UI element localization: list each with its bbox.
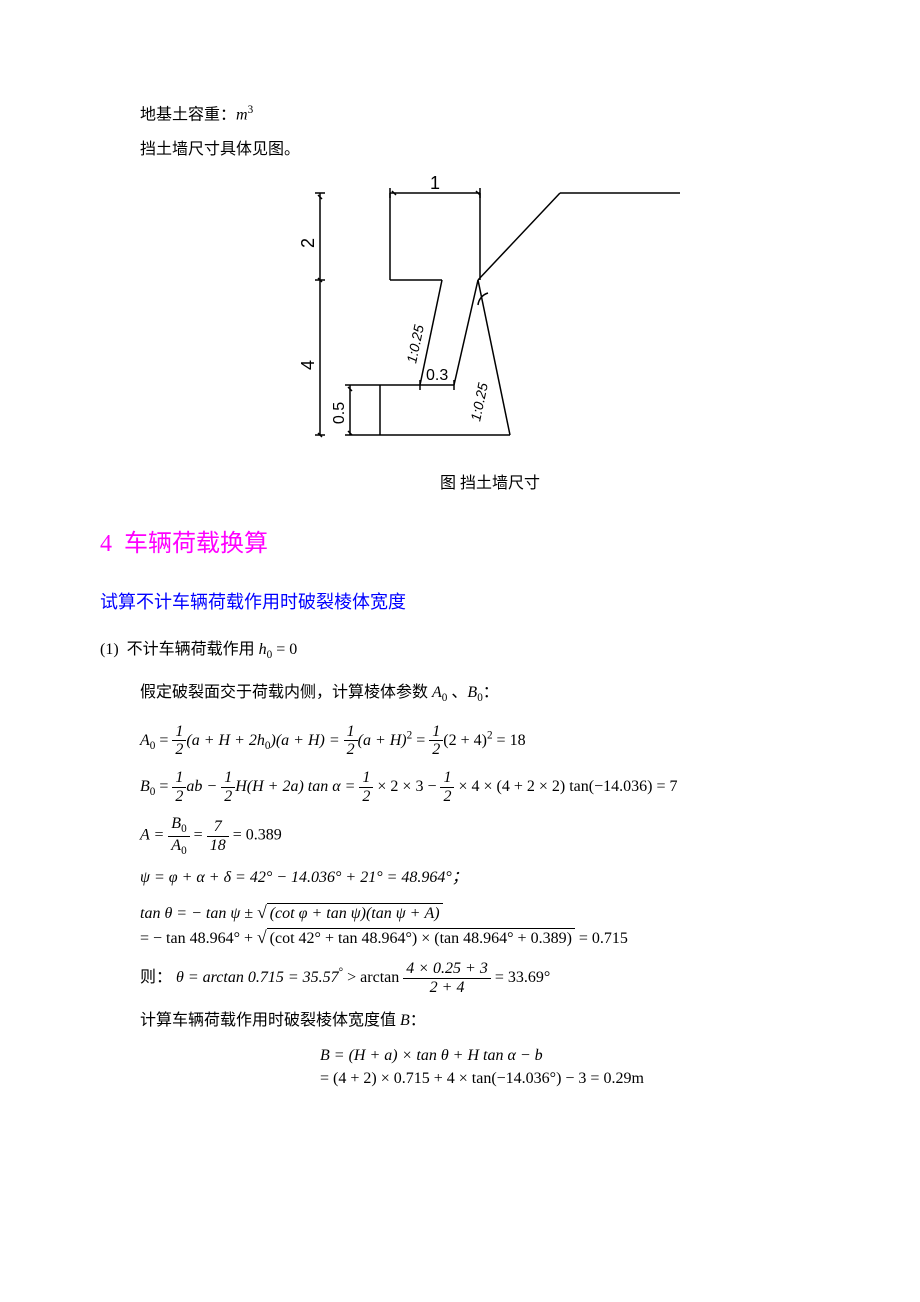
- intro-2-text: 挡土墙尺寸具体见图。: [140, 141, 300, 158]
- eq-tan-theta: tan θ = − tan ψ ± √(cot φ + tan ψ)(tan ψ…: [140, 900, 820, 951]
- assume-sep: 、: [447, 684, 467, 701]
- theta-cmp: > arctan: [343, 969, 403, 986]
- B0-p2: H(H + 2a) tan α =: [235, 778, 359, 795]
- B0-f2d: 2: [221, 788, 235, 806]
- A0-f2n: 1: [344, 723, 358, 742]
- eq-psi: ψ = φ + α + δ = 42° − 14.036° + 21° = 48…: [140, 867, 820, 889]
- B0-f3n: 1: [359, 769, 373, 788]
- A0-m5: (2 + 4): [443, 732, 487, 749]
- eqB-l2: = (4 + 2) × 0.715 + 4 × tan(−14.036°) − …: [320, 1068, 820, 1090]
- B0-f2n: 1: [221, 769, 235, 788]
- eq-B: B = (H + a) × tan θ + H tan α − b = (4 +…: [320, 1045, 820, 1090]
- item-1-num: (1): [100, 641, 119, 658]
- A-f1n: B: [171, 815, 181, 832]
- tan-l1-sqrt: (cot φ + tan ψ)(tan ψ + A): [267, 903, 443, 922]
- B0-f4d: 2: [440, 788, 454, 806]
- h0-sym: h: [259, 641, 267, 658]
- B0-p3: × 2 × 3 −: [373, 778, 440, 795]
- eq-theta: 则： θ = arctan 0.715 = 35.57° > arctan 4 …: [140, 960, 820, 996]
- A-f1ns: 0: [181, 823, 187, 835]
- A-f2n: 7: [207, 818, 229, 837]
- section-4-title: 4 车辆荷载换算: [100, 523, 820, 566]
- A0-f3d: 2: [429, 741, 443, 759]
- calcB-suffix: ：: [410, 1012, 426, 1029]
- A0-eq1: =: [155, 732, 172, 749]
- intro-1-sup: 3: [248, 104, 254, 116]
- A0-f2d: 2: [344, 741, 358, 759]
- section-num: 4: [100, 531, 112, 557]
- B0-f4n: 1: [440, 769, 454, 788]
- theta-p1: θ = arctan 0.715 = 35.57: [176, 969, 339, 986]
- assume-B: B: [467, 684, 477, 701]
- dim-left-lower: 4: [298, 360, 318, 370]
- dim-inner: 0.5: [331, 402, 348, 424]
- theta-fn: 4 × 0.25 + 3: [403, 960, 491, 979]
- theta-rhs: = 33.69°: [491, 969, 550, 986]
- eqB-l1: B = (H + a) × tan θ + H tan α − b: [320, 1045, 820, 1067]
- A0-m1: (a + H + 2h: [186, 732, 264, 749]
- wall-svg: 1 2 4 0.5: [220, 175, 700, 455]
- tan-l1a: tan θ = − tan ψ ±: [140, 905, 257, 922]
- dim-mid: 0.3: [426, 367, 448, 384]
- h0-rhs: = 0: [272, 641, 297, 658]
- A0-m4: =: [412, 732, 429, 749]
- calcB-prefix: 计算车辆荷载作用时破裂棱体宽度值: [140, 1012, 400, 1029]
- assume-line: 假定破裂面交于荷载内侧，计算棱体参数 A0 、B0：: [140, 679, 820, 708]
- A-lhs: A =: [140, 827, 168, 844]
- section-text: 车辆荷载换算: [124, 531, 268, 557]
- assume-A: A: [432, 684, 442, 701]
- item-1-prefix: 不计车辆荷载作用: [127, 641, 255, 658]
- calcB-var: B: [400, 1012, 410, 1029]
- A0-f1n: 1: [172, 723, 186, 742]
- theta-prefix: 则：: [140, 969, 172, 986]
- intro-line-1: 地基土容重：m3: [140, 100, 820, 130]
- A0-m3: (a + H): [358, 732, 407, 749]
- psi-text: ψ = φ + α + δ = 42° − 14.036° + 21° = 48…: [140, 869, 468, 886]
- A-rhs: = 0.389: [229, 827, 282, 844]
- theta-fd: 2 + 4: [403, 979, 491, 997]
- tan-l2-sqrt: (cot 42° + tan 48.964°) × (tan 48.964° +…: [267, 928, 575, 947]
- B0-f1n: 1: [172, 769, 186, 788]
- eq-B0: B0 = 12ab − 12H(H + 2a) tan α = 12 × 2 ×…: [140, 769, 820, 805]
- intro-line-2: 挡土墙尺寸具体见图。: [140, 136, 820, 165]
- eq-A0: A0 = 12(a + H + 2h0)(a + H) = 12(a + H)2…: [140, 723, 820, 759]
- B0-p4: × 4 × (4 + 2 × 2) tan(−14.036) = 7: [454, 778, 677, 795]
- A0-m2: )(a + H) =: [270, 732, 343, 749]
- assume-suffix: ：: [483, 684, 499, 701]
- dim-top: 1: [430, 175, 440, 193]
- A0-lhs: A: [140, 732, 150, 749]
- slope-right: 1:0.25: [467, 381, 491, 423]
- A-mid: =: [190, 827, 207, 844]
- calc-B-label: 计算车辆荷载作用时破裂棱体宽度值 B：: [140, 1007, 820, 1036]
- A-f2d: 18: [207, 837, 229, 855]
- eq-A: A = B0A0 = 718 = 0.389: [140, 815, 820, 857]
- B0-lhs: B: [140, 778, 150, 795]
- tan-l2b: = 0.715: [575, 930, 628, 947]
- intro-1-prefix: 地基土容重：: [140, 106, 236, 123]
- A-f1d: A: [171, 837, 181, 854]
- retaining-wall-diagram: 1 2 4 0.5: [220, 175, 820, 466]
- tan-l2a: = − tan 48.964° +: [140, 930, 257, 947]
- tan-line2: = − tan 48.964° + √(cot 42° + tan 48.964…: [140, 925, 820, 950]
- slope-left: 1:0.25: [403, 323, 427, 365]
- tan-line1: tan θ = − tan ψ ± √(cot φ + tan ψ)(tan ψ…: [140, 900, 820, 925]
- B0-p1: ab −: [186, 778, 221, 795]
- A0-m6: = 18: [493, 732, 526, 749]
- B0-f3d: 2: [359, 788, 373, 806]
- item-1: (1) 不计车辆荷载作用 h0 = 0: [100, 636, 820, 665]
- B0-eq: =: [155, 778, 172, 795]
- diagram-caption: 图 挡土墙尺寸: [160, 470, 820, 499]
- dim-left-upper: 2: [298, 238, 318, 248]
- A0-f3n: 1: [429, 723, 443, 742]
- A-f1ds: 0: [181, 845, 187, 857]
- B0-f1d: 2: [172, 788, 186, 806]
- A0-f1d: 2: [172, 741, 186, 759]
- assume-prefix: 假定破裂面交于荷载内侧，计算棱体参数: [140, 684, 428, 701]
- subsection-title: 试算不计车辆荷载作用时破裂棱体宽度: [100, 586, 820, 618]
- intro-1-unit: m: [236, 106, 248, 123]
